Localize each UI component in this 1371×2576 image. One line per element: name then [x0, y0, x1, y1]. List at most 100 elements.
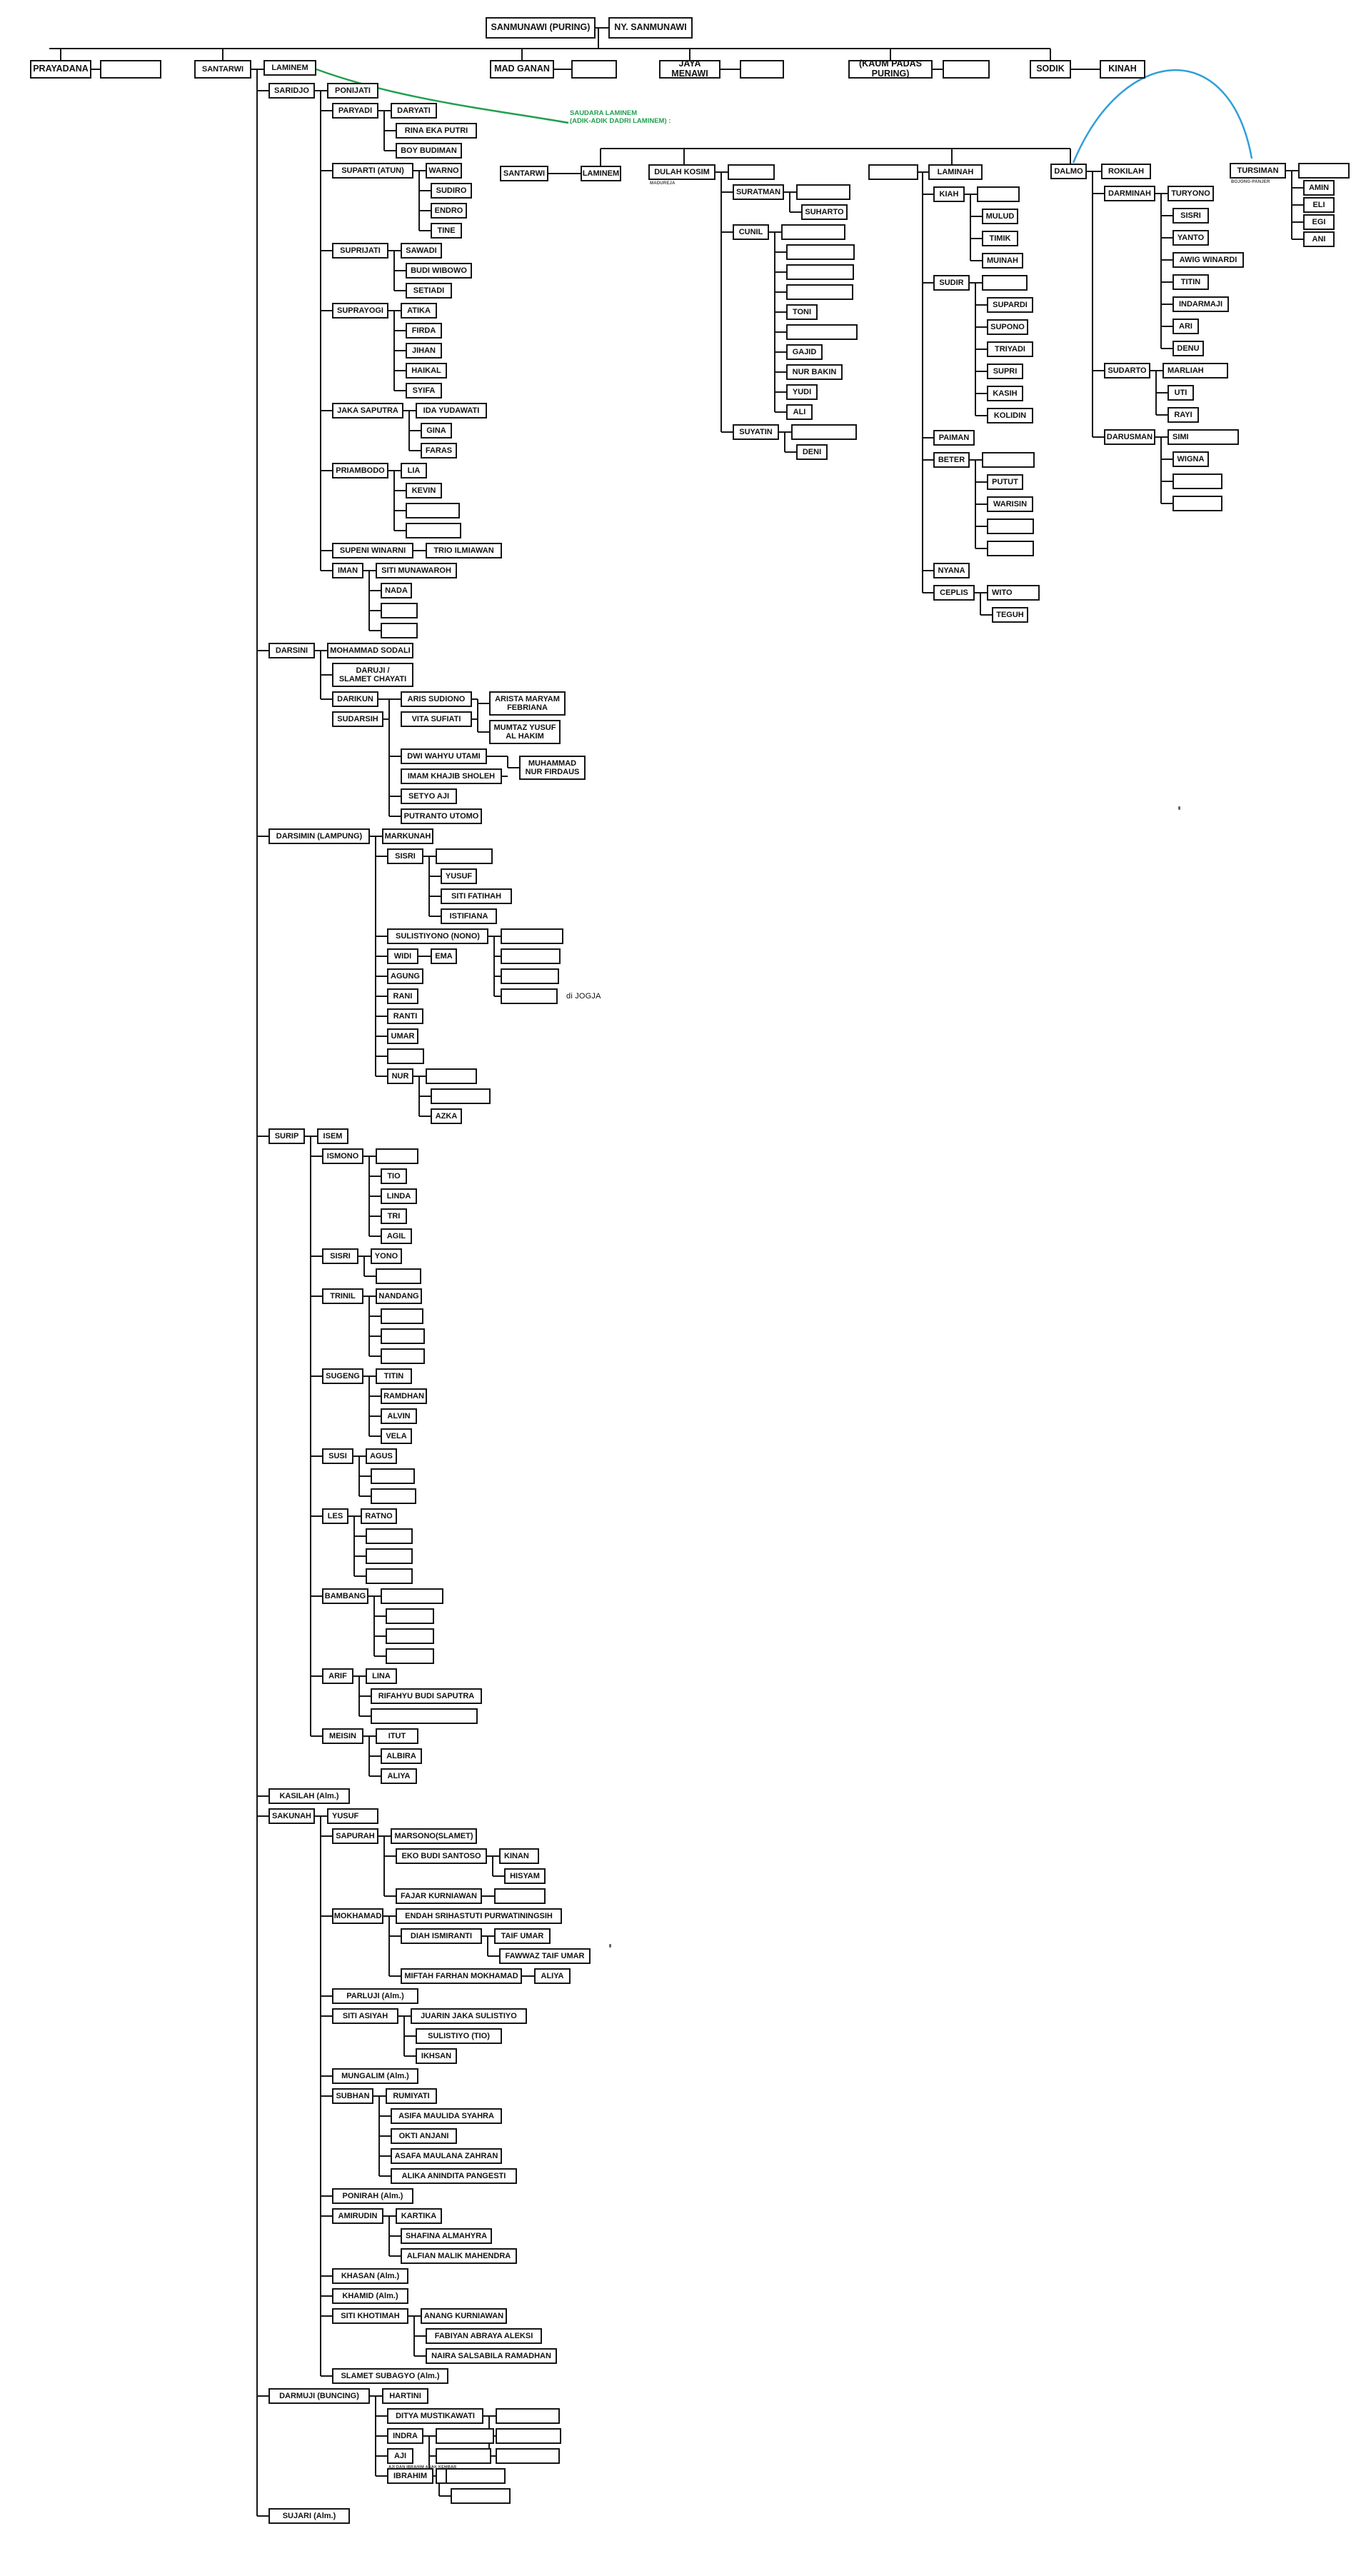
person-box: SHAFINA ALMAHYRA — [401, 2228, 492, 2244]
person-box: SUPARTI (ATUN) — [332, 163, 413, 179]
blank-box — [1172, 473, 1222, 489]
person-box: SUBHAN — [332, 2088, 373, 2104]
person-box: ISMONO — [322, 1148, 363, 1164]
person-box: SITI ASIYAH — [332, 2008, 398, 2024]
person-box: FIRDA — [406, 323, 442, 339]
person-box: RANTI — [387, 1008, 423, 1024]
person-box: RANI — [387, 988, 418, 1004]
blank-box — [386, 1608, 434, 1624]
person-box: SETIADI — [406, 283, 452, 299]
person-box: TINE — [431, 223, 462, 239]
person-box: SUPRIJATI — [332, 243, 388, 259]
person-box: PONIRAH (Alm.) — [332, 2188, 413, 2204]
person-box: MUHAMMAD NUR FIRDAUS — [519, 756, 586, 780]
person-box: SISRI — [387, 848, 423, 864]
person-box: TIMIK — [982, 231, 1018, 246]
person-box: NYANA — [933, 563, 970, 578]
blank-box — [366, 1548, 413, 1564]
person-box: JIHAN — [406, 343, 442, 359]
person-box: SUPONO — [987, 319, 1028, 335]
person-box: ISEM — [317, 1128, 348, 1144]
blank-box — [501, 928, 563, 944]
person-box: SUPRI — [987, 364, 1023, 379]
blank-box — [571, 60, 617, 79]
person-box: SISRI — [322, 1248, 358, 1264]
blank-box — [371, 1708, 478, 1724]
person-box: NANDANG — [376, 1288, 422, 1304]
person-box: LAMINAH — [928, 164, 983, 180]
person-box: UTI — [1167, 385, 1194, 401]
person-box: VELA — [381, 1428, 412, 1444]
person-box: AGUS — [366, 1448, 397, 1464]
blank-box — [406, 503, 460, 518]
person-box: MUMTAZ YUSUF AL HAKIM — [489, 720, 561, 744]
person-box: PRIAMBODO — [332, 463, 388, 478]
annotation-text: di JOGJA — [566, 992, 601, 1001]
person-box: MUNGALIM (Alm.) — [332, 2068, 418, 2084]
blank-box — [868, 164, 918, 180]
person-box: SAPURAH — [332, 1828, 378, 1844]
person-box: SLAMET SUBAGYO (Alm.) — [332, 2368, 448, 2384]
person-box: YUSUF — [441, 868, 477, 884]
person-box: BAMBANG — [322, 1588, 368, 1604]
person-box: EGI — [1303, 214, 1335, 230]
blank-box — [501, 988, 558, 1004]
person-box: MARLIAH — [1162, 363, 1228, 379]
person-box: LINDA — [381, 1188, 417, 1204]
person-box: SUDIR — [933, 275, 970, 291]
person-box: JAKA SAPUTRA — [332, 403, 403, 419]
person-box: SURATMAN — [733, 184, 784, 200]
person-box: SULISTIYO (TIO) — [416, 2028, 502, 2044]
person-box: NADA — [381, 583, 412, 598]
person-box: TONI — [786, 304, 818, 320]
blank-box — [728, 164, 775, 180]
blank-box — [786, 264, 854, 280]
person-box: ANANG KURNIAWAN — [421, 2308, 507, 2324]
person-box: SUYATIN — [733, 424, 779, 440]
person-box: ARIF — [322, 1668, 353, 1684]
blank-box — [501, 948, 561, 964]
blank-box — [786, 244, 855, 260]
blank-box — [381, 1308, 423, 1324]
person-box: MOKHAMAD — [332, 1908, 383, 1924]
blank-box — [987, 518, 1034, 534]
person-box: LES — [322, 1508, 348, 1524]
blank-box — [436, 2448, 491, 2464]
blank-box — [366, 1568, 413, 1584]
person-box: PRAYADANA — [30, 60, 91, 79]
person-box: EKO BUDI SANTOSO — [396, 1848, 487, 1864]
blank-box — [496, 2408, 560, 2424]
person-box: WARNO — [426, 163, 462, 179]
person-box: MUINAH — [982, 253, 1023, 269]
person-box: YUSUF — [327, 1808, 378, 1824]
person-box: IKHSAN — [416, 2048, 457, 2064]
person-box: YONO — [371, 1248, 402, 1264]
blank-box — [381, 1328, 425, 1344]
person-box: JAYA MENAWI — [659, 59, 720, 79]
person-box: DENU — [1172, 341, 1204, 356]
person-box: KEVIN — [406, 483, 442, 498]
person-box: FAWWAZ TAIF UMAR — [499, 1948, 591, 1964]
person-box: JUARIN JAKA SULISTIYO — [411, 2008, 527, 2024]
person-box: SYIFA — [406, 383, 442, 399]
person-box: LIA — [401, 463, 427, 478]
person-box: YANTO — [1172, 230, 1209, 246]
person-box: ISTIFIANA — [441, 908, 497, 924]
blank-box — [381, 1588, 443, 1604]
person-box: AZKA — [431, 1108, 462, 1124]
person-box: LINA — [366, 1668, 397, 1684]
person-box: ATIKA — [401, 303, 437, 319]
person-box: KARTIKA — [396, 2208, 442, 2224]
person-box: SUGENG — [322, 1368, 363, 1384]
person-box: CUNIL — [733, 224, 769, 240]
person-box: AGIL — [381, 1228, 412, 1244]
person-box: SUPRAYOGI — [332, 303, 388, 319]
person-box: SUDARTO — [1104, 363, 1150, 379]
person-box: (KAUM PADAS PURING) — [848, 59, 933, 79]
person-box: DARSINI — [268, 643, 315, 658]
person-box: SANMUNAWI (PURING) — [486, 17, 596, 39]
person-box: WIGNA — [1172, 451, 1209, 467]
green-connector-curve — [316, 68, 569, 124]
person-box: RIFAHYU BUDI SAPUTRA — [371, 1688, 482, 1704]
blank-box — [371, 1488, 416, 1504]
